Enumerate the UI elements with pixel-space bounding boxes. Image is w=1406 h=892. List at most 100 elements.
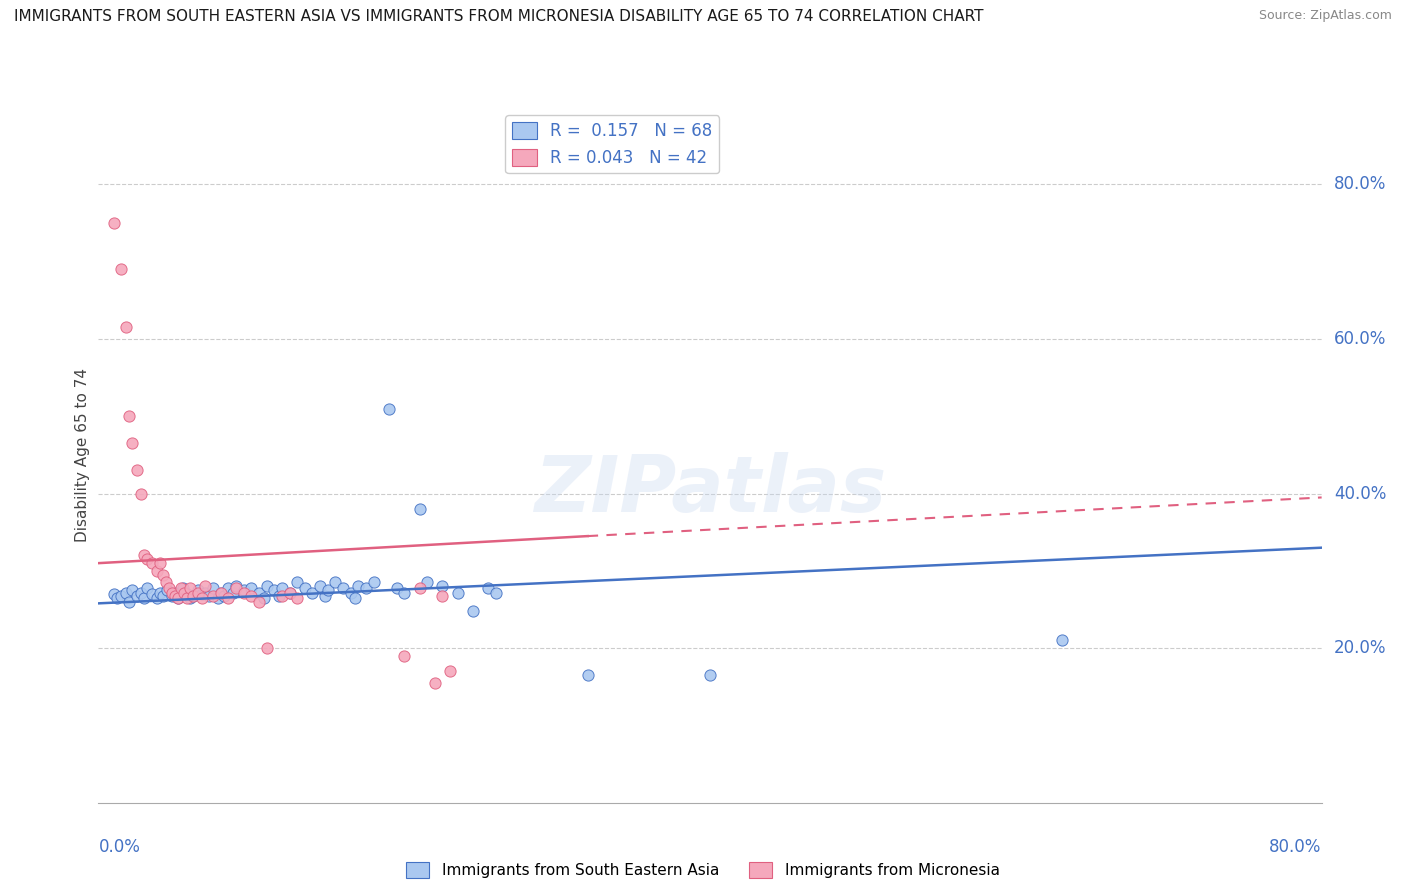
Point (378, 401, 401, 416)
Point (129, 585, 152, 599)
Point (145, 564, 167, 578)
Point (105, 591, 128, 605)
Point (134, 591, 156, 605)
Point (477, 581, 499, 595)
Point (263, 583, 285, 598)
Point (163, 589, 186, 603)
Point (247, 595, 270, 609)
Point (172, 581, 194, 595)
Legend: Immigrants from South Eastern Asia, Immigrants from Micronesia: Immigrants from South Eastern Asia, Immi… (401, 856, 1005, 884)
Point (576, 668, 599, 682)
Point (408, 581, 430, 595)
Point (240, 589, 263, 603)
Point (181, 589, 204, 603)
Point (392, 585, 416, 599)
Point (173, 585, 195, 599)
Point (194, 579, 217, 593)
Point (347, 579, 370, 593)
Point (187, 585, 209, 599)
Point (256, 641, 278, 656)
Point (157, 581, 180, 595)
Point (121, 583, 143, 598)
Point (1050, 633, 1073, 648)
Point (408, 502, 430, 516)
Point (103, 587, 125, 601)
Point (309, 579, 332, 593)
Point (217, 581, 239, 595)
Point (187, 583, 209, 598)
Point (316, 583, 339, 598)
Point (181, 589, 204, 603)
Point (170, 581, 193, 595)
Point (485, 585, 508, 599)
Point (285, 575, 308, 590)
Point (240, 581, 263, 595)
Point (121, 436, 143, 450)
Point (207, 591, 229, 605)
Point (167, 591, 190, 605)
Point (163, 585, 186, 599)
Point (191, 587, 214, 601)
Point (232, 585, 254, 599)
Point (103, 216, 125, 230)
Point (432, 589, 454, 603)
Point (339, 585, 361, 599)
Point (141, 556, 163, 570)
Point (149, 556, 172, 570)
Point (118, 595, 141, 609)
Point (115, 585, 138, 599)
Point (225, 579, 247, 593)
Point (252, 591, 274, 605)
Point (197, 589, 219, 603)
Point (416, 575, 439, 590)
Point (134, 549, 156, 563)
Point (222, 585, 245, 599)
Point (155, 575, 177, 590)
Point (232, 583, 254, 598)
Point (225, 581, 247, 595)
Point (136, 581, 159, 595)
Point (209, 585, 232, 599)
Point (385, 581, 408, 595)
Point (129, 486, 152, 500)
Point (156, 583, 179, 598)
Point (344, 591, 367, 605)
Point (110, 589, 132, 603)
Point (332, 581, 354, 595)
Point (176, 587, 198, 601)
Point (209, 585, 232, 599)
Text: 0.0%: 0.0% (98, 838, 141, 856)
Text: Source: ZipAtlas.com: Source: ZipAtlas.com (1258, 9, 1392, 22)
Point (699, 668, 721, 682)
Point (432, 579, 454, 593)
Point (285, 591, 308, 605)
Text: 40.0%: 40.0% (1334, 484, 1386, 502)
Text: IMMIGRANTS FROM SOUTH EASTERN ASIA VS IMMIGRANTS FROM MICRONESIA DISABILITY AGE : IMMIGRANTS FROM SOUTH EASTERN ASIA VS IM… (14, 9, 984, 24)
Point (125, 589, 148, 603)
Point (152, 589, 174, 603)
Point (217, 591, 239, 605)
Point (167, 591, 190, 605)
Legend: R =  0.157   N = 68, R = 0.043   N = 42: R = 0.157 N = 68, R = 0.043 N = 42 (505, 115, 718, 173)
Y-axis label: Disability Age 65 to 74: Disability Age 65 to 74 (75, 368, 90, 542)
Text: 80.0%: 80.0% (1270, 838, 1322, 856)
Point (149, 585, 172, 599)
Point (423, 676, 446, 690)
Point (278, 585, 301, 599)
Point (247, 585, 270, 599)
Point (301, 585, 323, 599)
Point (145, 591, 167, 605)
Point (136, 552, 159, 566)
Point (160, 589, 183, 603)
Point (270, 581, 292, 595)
Point (461, 604, 484, 618)
Text: 20.0%: 20.0% (1334, 640, 1386, 657)
Point (314, 589, 336, 603)
Point (176, 591, 198, 605)
Point (110, 262, 132, 277)
Point (179, 581, 201, 595)
Point (294, 581, 316, 595)
Point (212, 589, 235, 603)
Point (392, 648, 416, 663)
Point (141, 587, 163, 601)
